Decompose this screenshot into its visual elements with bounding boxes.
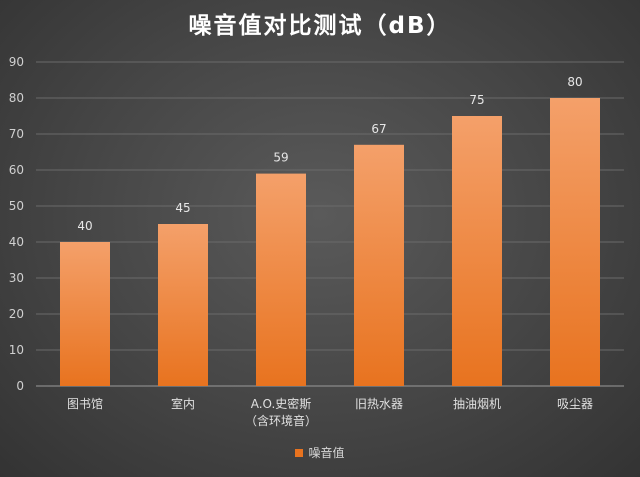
y-tick-label: 0	[16, 379, 24, 393]
data-label: 75	[469, 93, 484, 107]
x-tick-label: 室内	[171, 396, 195, 411]
bar	[550, 98, 600, 386]
y-tick-label: 10	[9, 343, 24, 357]
x-tick-label: 抽油烟机	[453, 397, 501, 411]
y-tick-label: 40	[9, 235, 24, 249]
x-tick-label: 吸尘器	[557, 397, 593, 411]
legend-label: 噪音值	[308, 446, 345, 460]
y-tick-label: 20	[9, 307, 24, 321]
bar	[452, 116, 502, 386]
y-tick-label: 60	[9, 163, 24, 177]
data-label: 45	[175, 201, 190, 215]
y-tick-label: 80	[9, 91, 24, 105]
y-tick-label: 30	[9, 271, 24, 285]
data-label: 67	[371, 122, 386, 136]
x-tick-label: 旧热水器	[355, 397, 403, 411]
y-tick-label: 70	[9, 127, 24, 141]
bar	[60, 242, 110, 386]
data-label: 40	[77, 219, 92, 233]
y-tick-label: 90	[9, 55, 24, 69]
x-tick-label: A.O.史密斯（含环境音）	[245, 396, 317, 428]
y-tick-label: 50	[9, 199, 24, 213]
data-label: 59	[273, 151, 288, 165]
bar	[158, 224, 208, 386]
x-tick-label: 图书馆	[67, 396, 103, 411]
legend: 噪音值	[0, 444, 640, 461]
legend-swatch	[295, 448, 304, 457]
chart-title: 噪音值对比测试（dB）	[188, 13, 452, 39]
bar	[354, 144, 404, 386]
data-label: 80	[567, 75, 582, 89]
bar	[256, 173, 306, 386]
